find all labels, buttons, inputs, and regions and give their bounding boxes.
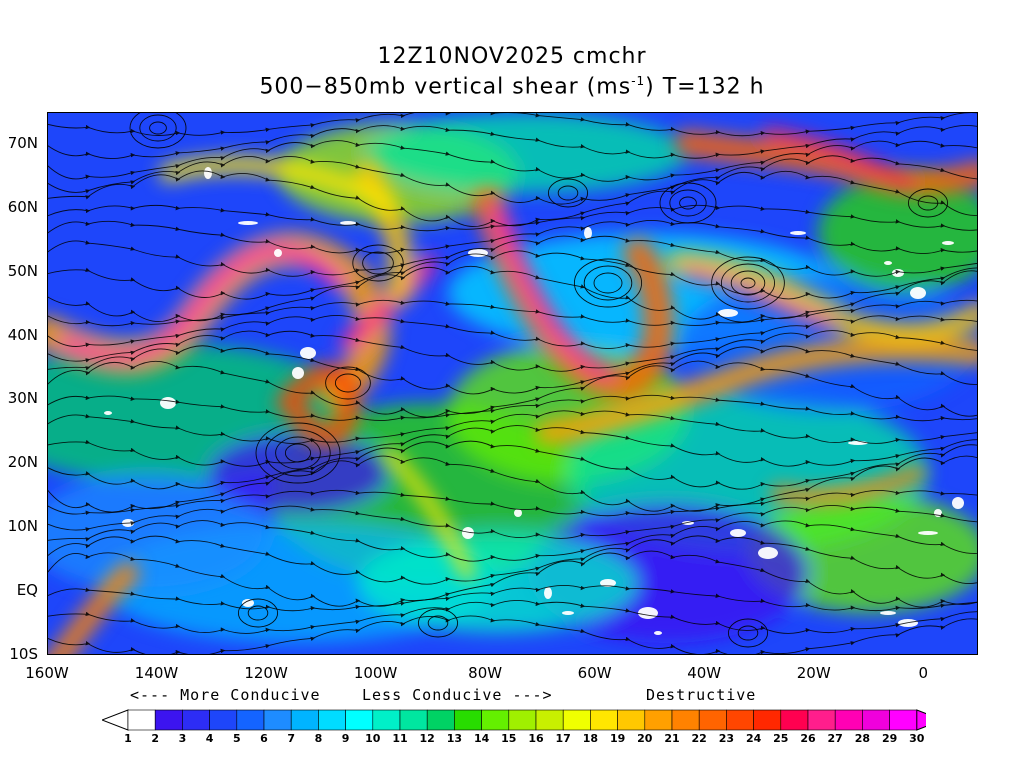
x-tick-label: 120W: [244, 664, 288, 682]
colorbar-tick-label: 2: [151, 732, 160, 745]
colorbar-tick-label: 24: [745, 732, 762, 745]
colorbar-tick-label: 10: [365, 732, 381, 745]
x-tick-label: 140W: [134, 664, 179, 682]
x-tick-label: 40W: [687, 664, 722, 682]
legend-less-conducive: Less Conducive --->: [362, 686, 553, 704]
x-tick-label: 160W: [25, 664, 69, 682]
colorbar-tick-label: 29: [881, 732, 898, 745]
subtitle-suffix: ) T=132 h: [645, 74, 765, 100]
colorbar-tick-label: 9: [341, 732, 350, 745]
x-tick-label: 20W: [796, 664, 831, 682]
x-tick-label: 0: [918, 664, 929, 682]
colorbar-tick-label: 18: [582, 732, 599, 745]
colorbar-tick-label: 17: [555, 732, 571, 745]
colorbar-tick-label: 15: [501, 732, 517, 745]
x-tick-label: 80W: [468, 664, 503, 682]
x-tick-label: 100W: [353, 664, 398, 682]
x-tick-label: 60W: [577, 664, 612, 682]
legend-more-conducive: <--- More Conducive: [130, 686, 321, 704]
colorbar: [102, 709, 926, 731]
y-tick-label: 10N: [7, 517, 38, 536]
colorbar-tick-label: 19: [609, 732, 626, 745]
map-title: 12Z10NOV2025 cmchr: [377, 44, 647, 69]
colorbar-tick-label: 25: [773, 732, 789, 745]
colorbar-tick-label: 11: [392, 732, 408, 745]
colorbar-tick-label: 3: [178, 732, 187, 745]
subtitle-superscript: -1: [631, 74, 646, 88]
colorbar-tick-label: 20: [637, 732, 653, 745]
shear-field: [48, 113, 977, 654]
colorbar-tick-label: 6: [260, 732, 268, 745]
colorbar-tick-label: 26: [800, 732, 816, 745]
subtitle-prefix: 500−850mb vertical shear (ms: [259, 74, 632, 100]
y-tick-label: 30N: [7, 389, 38, 408]
colorbar-tick-label: 4: [205, 732, 214, 745]
y-tick-label: 50N: [7, 261, 38, 280]
colorbar-tick-label: 16: [528, 732, 544, 745]
colorbar-tick-label: 13: [446, 732, 463, 745]
y-tick-label: 20N: [7, 453, 38, 472]
colorbar-tick-label: 30: [909, 732, 925, 745]
colorbar-tick-label: 8: [314, 732, 323, 745]
colorbar-tick-label: 27: [827, 732, 843, 745]
y-tick-label: 70N: [7, 133, 38, 152]
colorbar-tick-label: 7: [287, 732, 296, 745]
colorbar-tick-label: 5: [232, 732, 241, 745]
shear-map: [47, 112, 978, 655]
colorbar-tick-label: 1: [124, 732, 132, 745]
colorbar-tick-label: 12: [419, 732, 435, 745]
colorbar-tick-label: 23: [718, 732, 735, 745]
y-tick-label: 60N: [7, 197, 38, 216]
colorbar-tick-label: 21: [664, 732, 680, 745]
y-tick-label: 40N: [7, 325, 38, 344]
colorbar-tick-label: 22: [691, 732, 707, 745]
colorbar-tick-label: 28: [854, 732, 871, 745]
y-tick-label: EQ: [16, 581, 38, 600]
legend-destructive: Destructive: [646, 686, 757, 704]
colorbar-tick-label: 14: [473, 732, 490, 745]
y-tick-label: 10S: [9, 645, 38, 663]
map-subtitle: 500−850mb vertical shear (ms-1) T=132 h: [0, 74, 1024, 99]
